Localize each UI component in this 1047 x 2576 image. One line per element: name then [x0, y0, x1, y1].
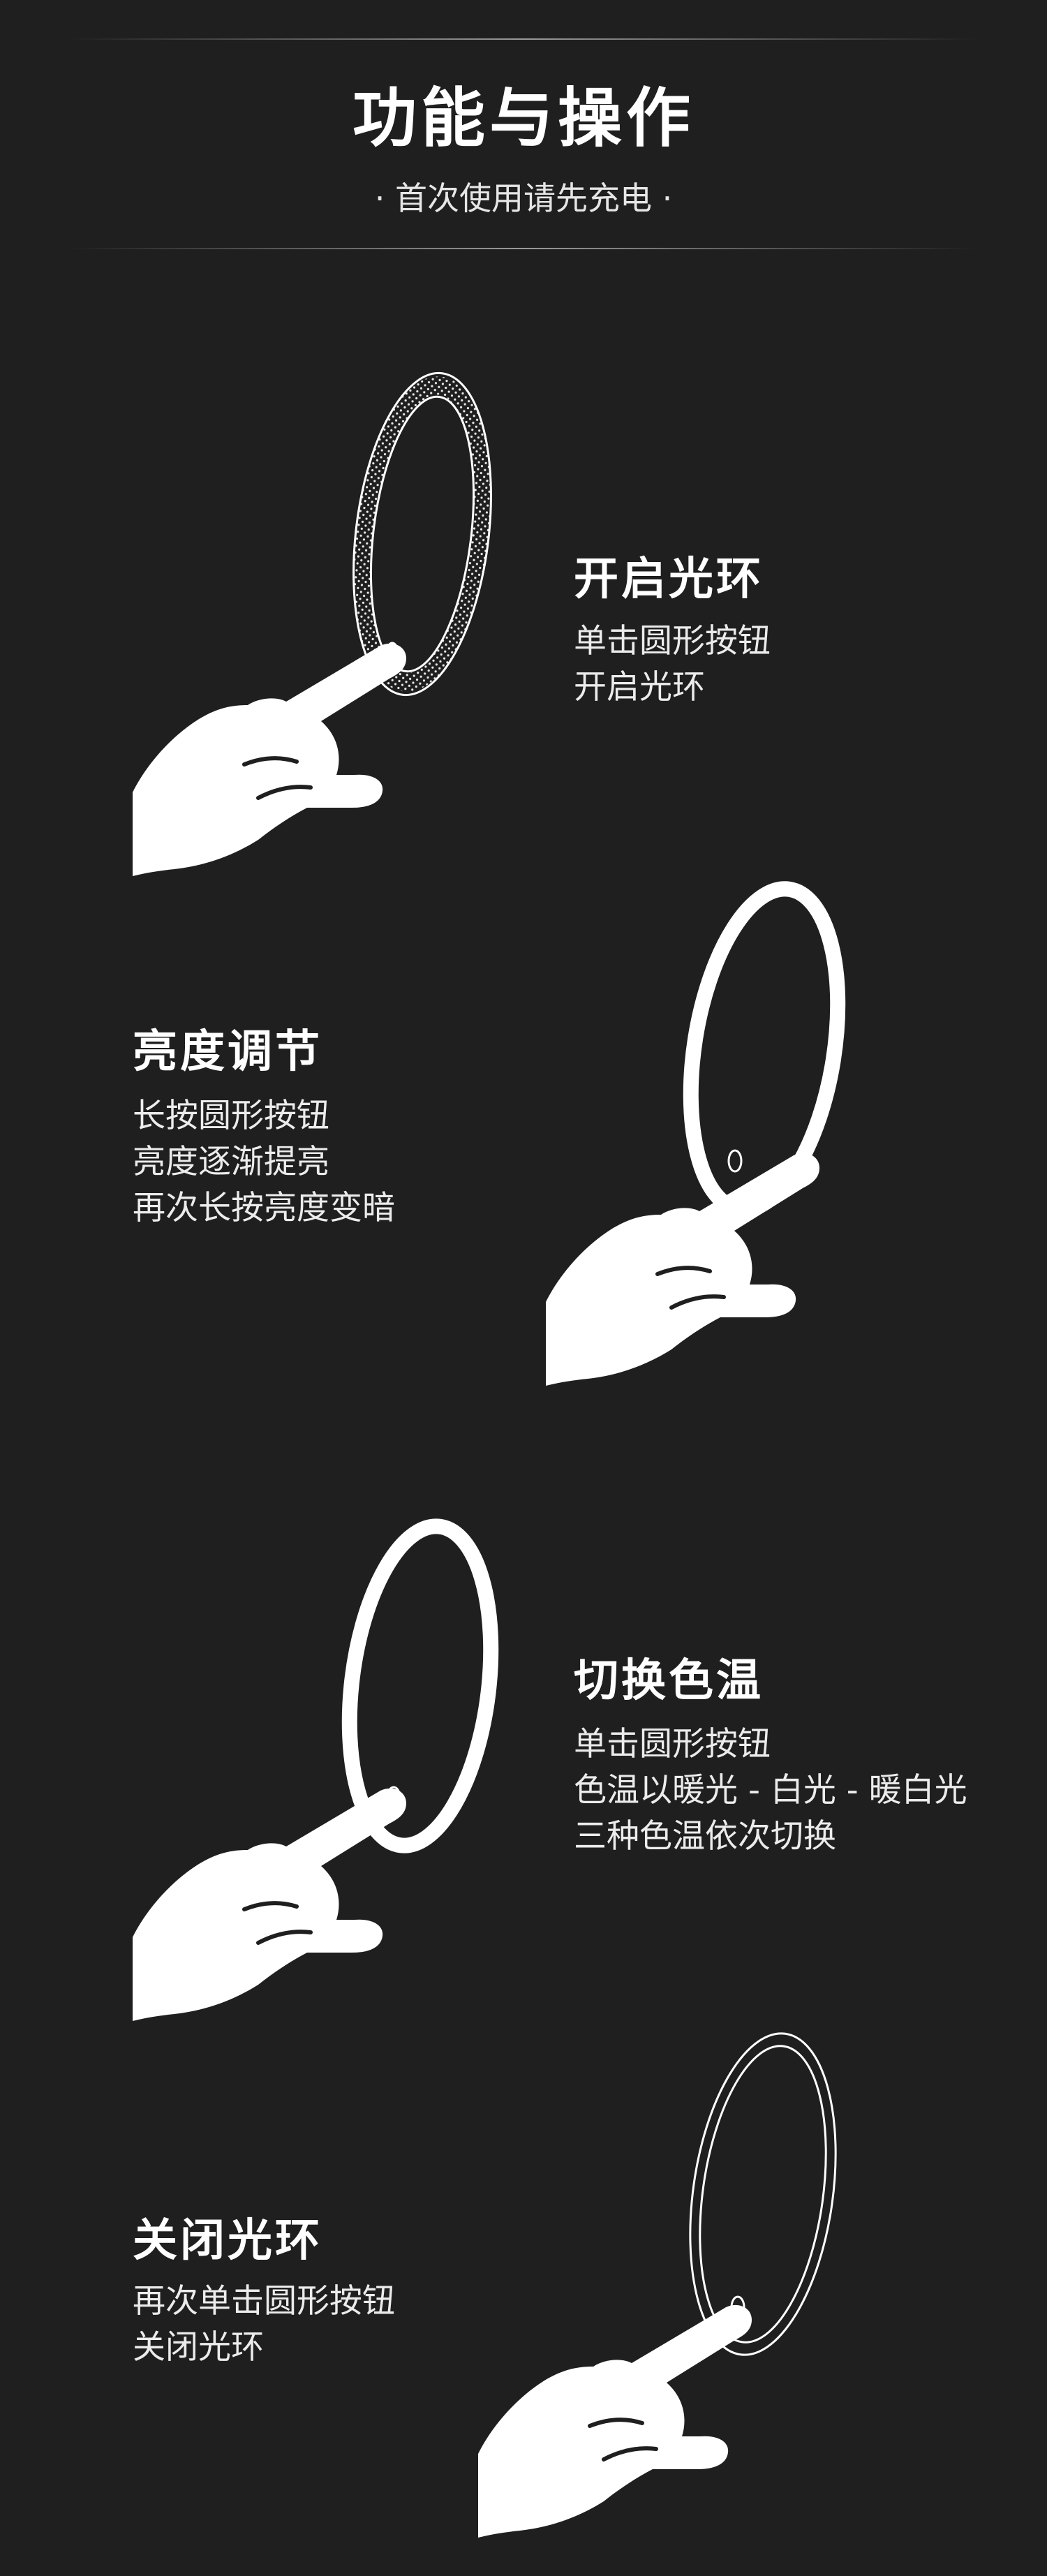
section-3-title: 切换色温: [574, 1655, 764, 1707]
section-3-line-2: 色温以暖光 - 白光 - 暖白光: [574, 1771, 967, 1809]
section-1-line-2: 开启光环: [574, 668, 705, 706]
section-4-line-1: 再次单击圆形按钮: [133, 2282, 395, 2320]
section-1-line-1: 单击圆形按钮: [574, 622, 771, 660]
hand-pointing-icon: [478, 2307, 757, 2545]
page-subtitle: · 首次使用请先充电 ·: [374, 179, 673, 217]
section-2-title: 亮度调节: [133, 1026, 322, 1078]
section-4-line-2: 关闭光环: [133, 2328, 264, 2367]
section-2-line-1: 长按圆形按钮: [133, 1097, 329, 1135]
section-3-line-1: 单击圆形按钮: [574, 1725, 771, 1763]
hand-pointing-icon: [546, 1155, 825, 1393]
section-2-line-3: 再次长按亮度变暗: [133, 1189, 395, 1227]
hand-pointing-icon: [133, 1791, 412, 2028]
section-4-title: 关闭光环: [133, 2215, 322, 2267]
hand-pointing-icon: [133, 646, 412, 883]
section-1-title: 开启光环: [574, 554, 764, 605]
section-3-line-3: 三种色温依次切换: [574, 1817, 836, 1856]
header-divider: [70, 248, 977, 249]
page-title: 功能与操作: [352, 81, 695, 156]
section-2-line-2: 亮度逐渐提亮: [133, 1143, 329, 1181]
top-divider: [70, 38, 977, 40]
